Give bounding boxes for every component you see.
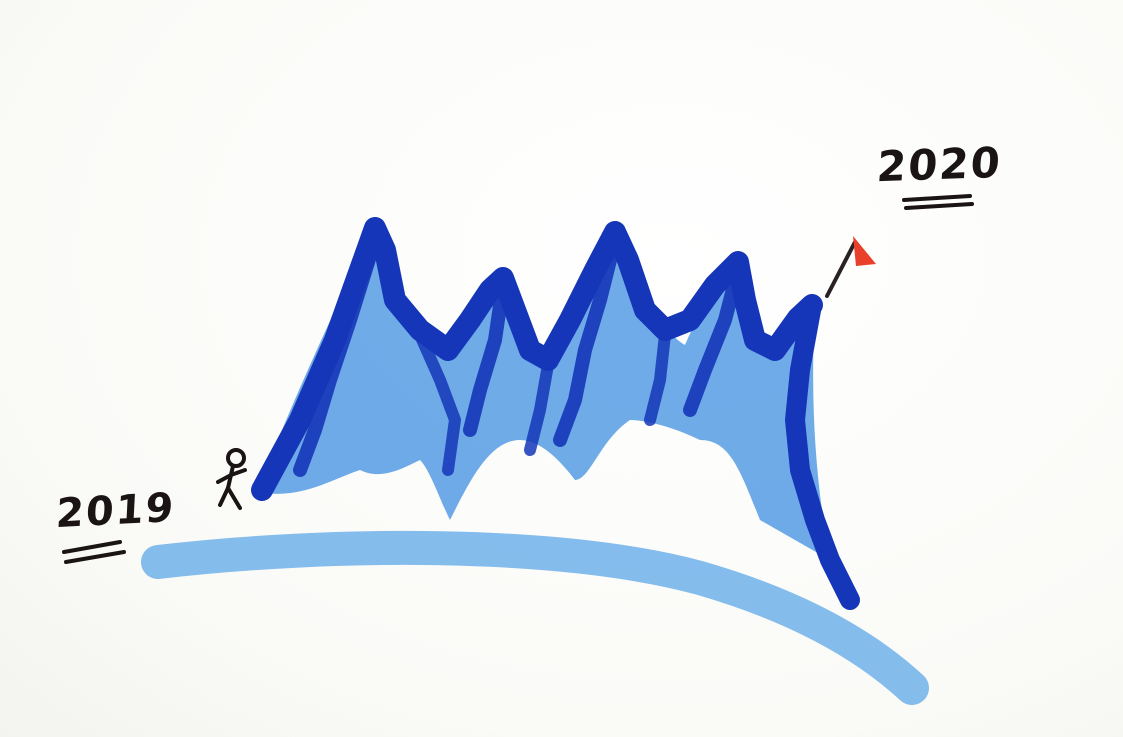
summit-flag-icon xyxy=(825,236,876,298)
mountain-range-dark-scribble xyxy=(251,217,860,610)
end-year-label: 2020 xyxy=(875,137,1004,192)
ground-stroke xyxy=(141,530,929,705)
start-year-label: 2019 xyxy=(54,484,177,538)
climber-stick-figure-icon xyxy=(216,448,247,510)
label-underlines xyxy=(62,194,974,564)
